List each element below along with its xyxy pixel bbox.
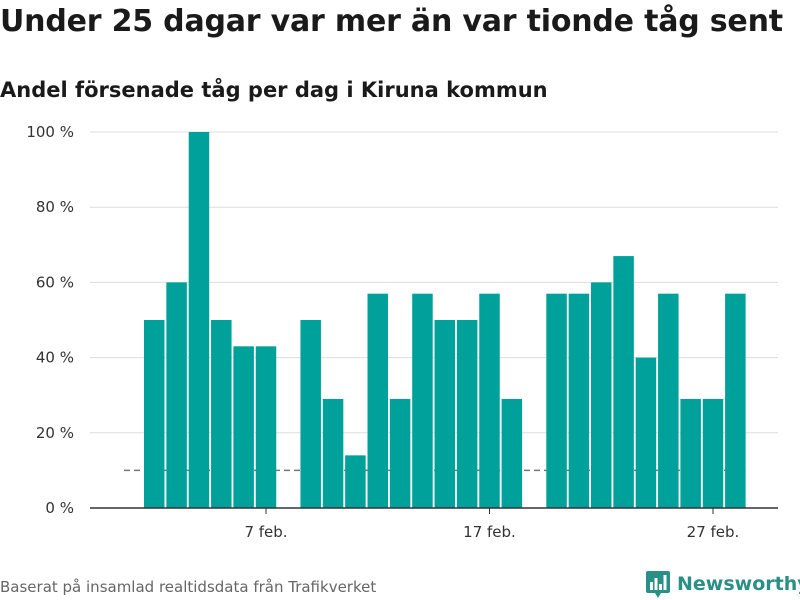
x-tick-labels: 7 feb. 17 feb. 27 feb.: [244, 523, 739, 541]
x-tick-label: 17 feb.: [463, 523, 516, 541]
bar-17-feb: [479, 293, 500, 508]
y-tick-label: 100 %: [26, 123, 74, 141]
bar-6-feb: [233, 346, 254, 508]
bar-27-feb: [702, 398, 724, 508]
bar-22-feb: [591, 282, 612, 508]
y-tick-labels: 0 % 20 % 40 % 60 % 80 % 100 %: [26, 123, 74, 517]
bars: [144, 132, 746, 508]
bar-chart-logo-icon: [646, 571, 670, 598]
chart-subtitle: Andel försenade tåg per dag i Kiruna kom…: [0, 78, 548, 102]
x-tick-label: 7 feb.: [244, 523, 287, 541]
brand-logo: Newsworthy: [645, 569, 800, 599]
axes: [90, 507, 778, 514]
bar-16-feb: [456, 320, 478, 508]
bar-23-feb: [613, 256, 634, 508]
y-tick-label: 60 %: [36, 273, 74, 291]
bar-2-feb: [144, 320, 165, 508]
x-tick-label: 27 feb.: [687, 523, 740, 541]
bar-10-feb: [322, 398, 344, 508]
bar-13-feb: [389, 398, 411, 508]
y-tick-label: 80 %: [36, 198, 74, 216]
bar-14-feb: [412, 293, 433, 508]
bar-3-feb: [166, 282, 187, 508]
bar-chart: 0 % 20 % 40 % 60 % 80 % 100 % 7 feb. 17 feb. 27…: [26, 123, 778, 541]
brand-name: Newsworthy: [677, 573, 800, 595]
bar-9-feb: [300, 320, 321, 508]
bar-25-feb: [658, 293, 679, 508]
y-tick-label: 40 %: [36, 349, 74, 367]
y-tick-label: 0 %: [45, 499, 74, 517]
bar-20-feb: [546, 293, 567, 508]
chart-title: Under 25 dagar var mer än var tionde tåg…: [0, 4, 783, 39]
bar-21-feb: [568, 293, 590, 508]
source-note: Baserat på insamlad realtidsdata från Tr…: [0, 578, 377, 596]
bar-7-feb: [255, 346, 277, 508]
bar-4-feb: [188, 132, 210, 508]
bar-18-feb: [501, 398, 523, 508]
bar-11-feb: [345, 455, 366, 508]
y-tick-label: 20 %: [36, 424, 74, 442]
bar-5-feb: [211, 320, 232, 508]
bar-12-feb: [367, 293, 388, 508]
bar-15-feb: [434, 320, 456, 508]
bar-28-feb: [725, 293, 746, 508]
bar-26-feb: [680, 398, 701, 508]
bar-24-feb: [635, 357, 657, 508]
